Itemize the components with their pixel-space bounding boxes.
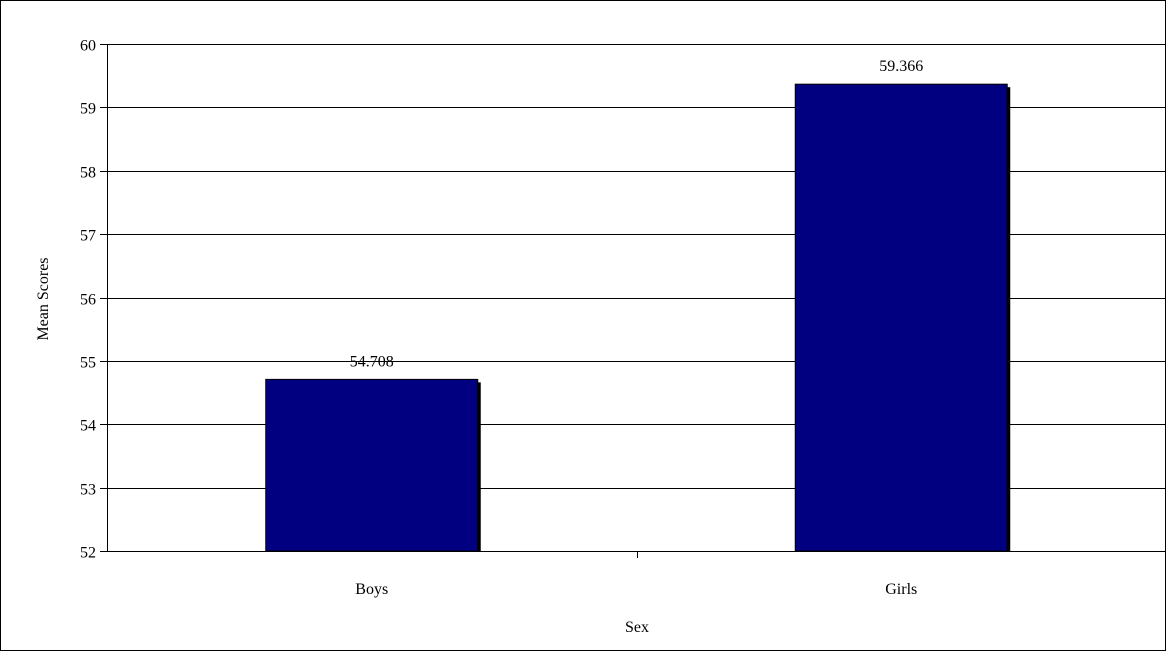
bars (265, 83, 1011, 552)
x-axis-title: Sex (625, 619, 649, 636)
y-tick-label: 57 (80, 228, 96, 245)
y-tick-label: 54 (80, 418, 96, 435)
x-category-label: Girls (885, 581, 917, 598)
data-label: 59.366 (879, 58, 923, 75)
data-label: 54.708 (350, 353, 394, 370)
y-tick-label: 52 (80, 545, 96, 562)
y-tick-label: 53 (80, 482, 96, 499)
labels: 52 53 54 55 56 57 58 59 60 54.708 Boys 59.366 Girls (80, 38, 923, 599)
y-tick-label: 56 (80, 292, 96, 309)
bar (794, 83, 1008, 552)
bar (265, 378, 479, 552)
x-category-label: Boys (355, 581, 388, 598)
y-tick-label: 60 (80, 38, 96, 55)
y-tick-label: 58 (80, 165, 96, 182)
y-tick-label: 59 (80, 101, 96, 118)
y-tick-label: 55 (80, 355, 96, 372)
y-axis-title: Mean Scores (35, 257, 52, 340)
